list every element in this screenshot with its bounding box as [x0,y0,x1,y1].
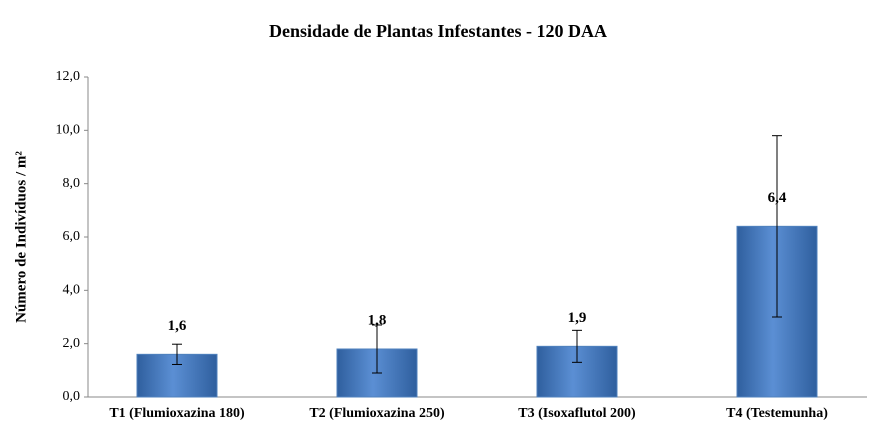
y-tick-label: 2,0 [63,336,81,351]
chart-title: Densidade de Plantas Infestantes - 120 D… [269,21,607,41]
y-axis-label: Número de Indivíduos / m² [13,151,29,323]
y-tick-label: 4,0 [63,283,81,298]
y-tick-label: 0,0 [63,389,81,404]
value-label: 1,9 [568,310,587,326]
y-tick-label: 6,0 [63,229,81,244]
x-tick-label: T1 (Flumioxazina 180) [109,406,245,421]
value-label: 1,8 [368,312,387,328]
x-tick-label: T4 (Testemunha) [726,406,828,421]
x-tick-label: T2 (Flumioxazina 250) [309,406,445,421]
y-tick-label: 12,0 [56,69,81,84]
y-tick-label: 10,0 [56,123,81,138]
value-label: 1,6 [168,318,187,334]
y-tick-label: 8,0 [63,176,81,191]
value-label: 6,4 [768,190,787,206]
x-tick-label: T3 (Isoxaflutol 200) [518,406,636,421]
